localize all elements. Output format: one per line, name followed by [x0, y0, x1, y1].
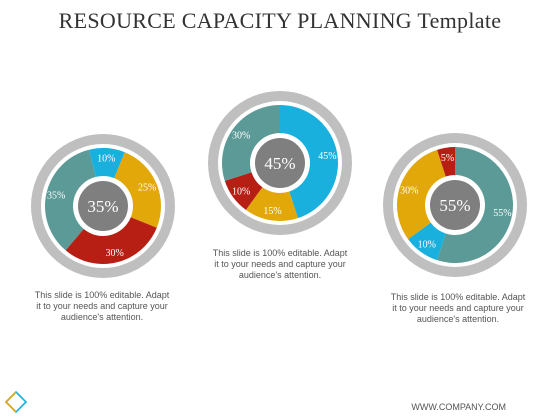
donut-1-segment-4 [65, 217, 157, 264]
donut-chart-1: 35% 10% 25% 30% 35% [31, 134, 175, 278]
donut-3-segment-3-label: 30% [400, 186, 418, 197]
company-logo-icon [4, 390, 28, 414]
donut-1-center-label: 35% [87, 197, 118, 216]
donut-2-segment-4-label: 30% [232, 130, 250, 141]
donut-3-center [430, 180, 480, 230]
donut-1-segment-2 [88, 148, 125, 179]
donut-2-segment-2-label: 15% [263, 206, 281, 217]
donut-3-segment-1-label: 55% [493, 208, 511, 219]
donut-2-segment-4 [221, 105, 280, 181]
donut-3-segment-2 [408, 222, 446, 261]
donut-chart-3: 55% 10% 30% 5% 55% [383, 133, 527, 277]
donut-1-center [78, 181, 128, 231]
donut-1-segment-1 [45, 149, 96, 251]
donut-2-segment-3-label: 10% [232, 187, 250, 198]
donut-3-segment-4 [437, 147, 455, 177]
caption-chart-2: This slide is 100% editable. Adapt it to… [212, 248, 348, 280]
footer-url: WWW.COMPANY.COM [411, 402, 506, 412]
page-title: RESOURCE CAPACITY PLANNING Template [58, 8, 502, 33]
donut-1-segment-1-label: 35% [47, 191, 65, 202]
donut-2-center [255, 138, 305, 188]
donut-1-segment-2-label: 10% [97, 154, 115, 165]
donut-3-segment-4-label: 5% [441, 153, 454, 164]
donut-2-segment-1 [280, 105, 339, 219]
donut-1-segment-4-label: 30% [105, 248, 123, 259]
donut-3-segment-1 [437, 147, 513, 263]
caption-chart-3: This slide is 100% editable. Adapt it to… [390, 292, 526, 324]
donut-3-center-label: 55% [439, 196, 470, 215]
donut-3-segment-3 [397, 149, 446, 240]
donut-chart-2: 45% 15% 10% 30% 45% [208, 91, 352, 235]
caption-chart-1: This slide is 100% editable. Adapt it to… [34, 290, 170, 322]
donut-1-segment-3-label: 25% [138, 183, 156, 194]
donut-2-segment-2 [245, 187, 298, 221]
donut-1-segment-3 [114, 152, 161, 228]
donut-2-segment-1-label: 45% [318, 151, 336, 162]
donut-3-segment-2-label: 10% [418, 239, 436, 250]
donut-2-center-label: 45% [264, 154, 295, 173]
donut-2-segment-3 [224, 172, 263, 210]
